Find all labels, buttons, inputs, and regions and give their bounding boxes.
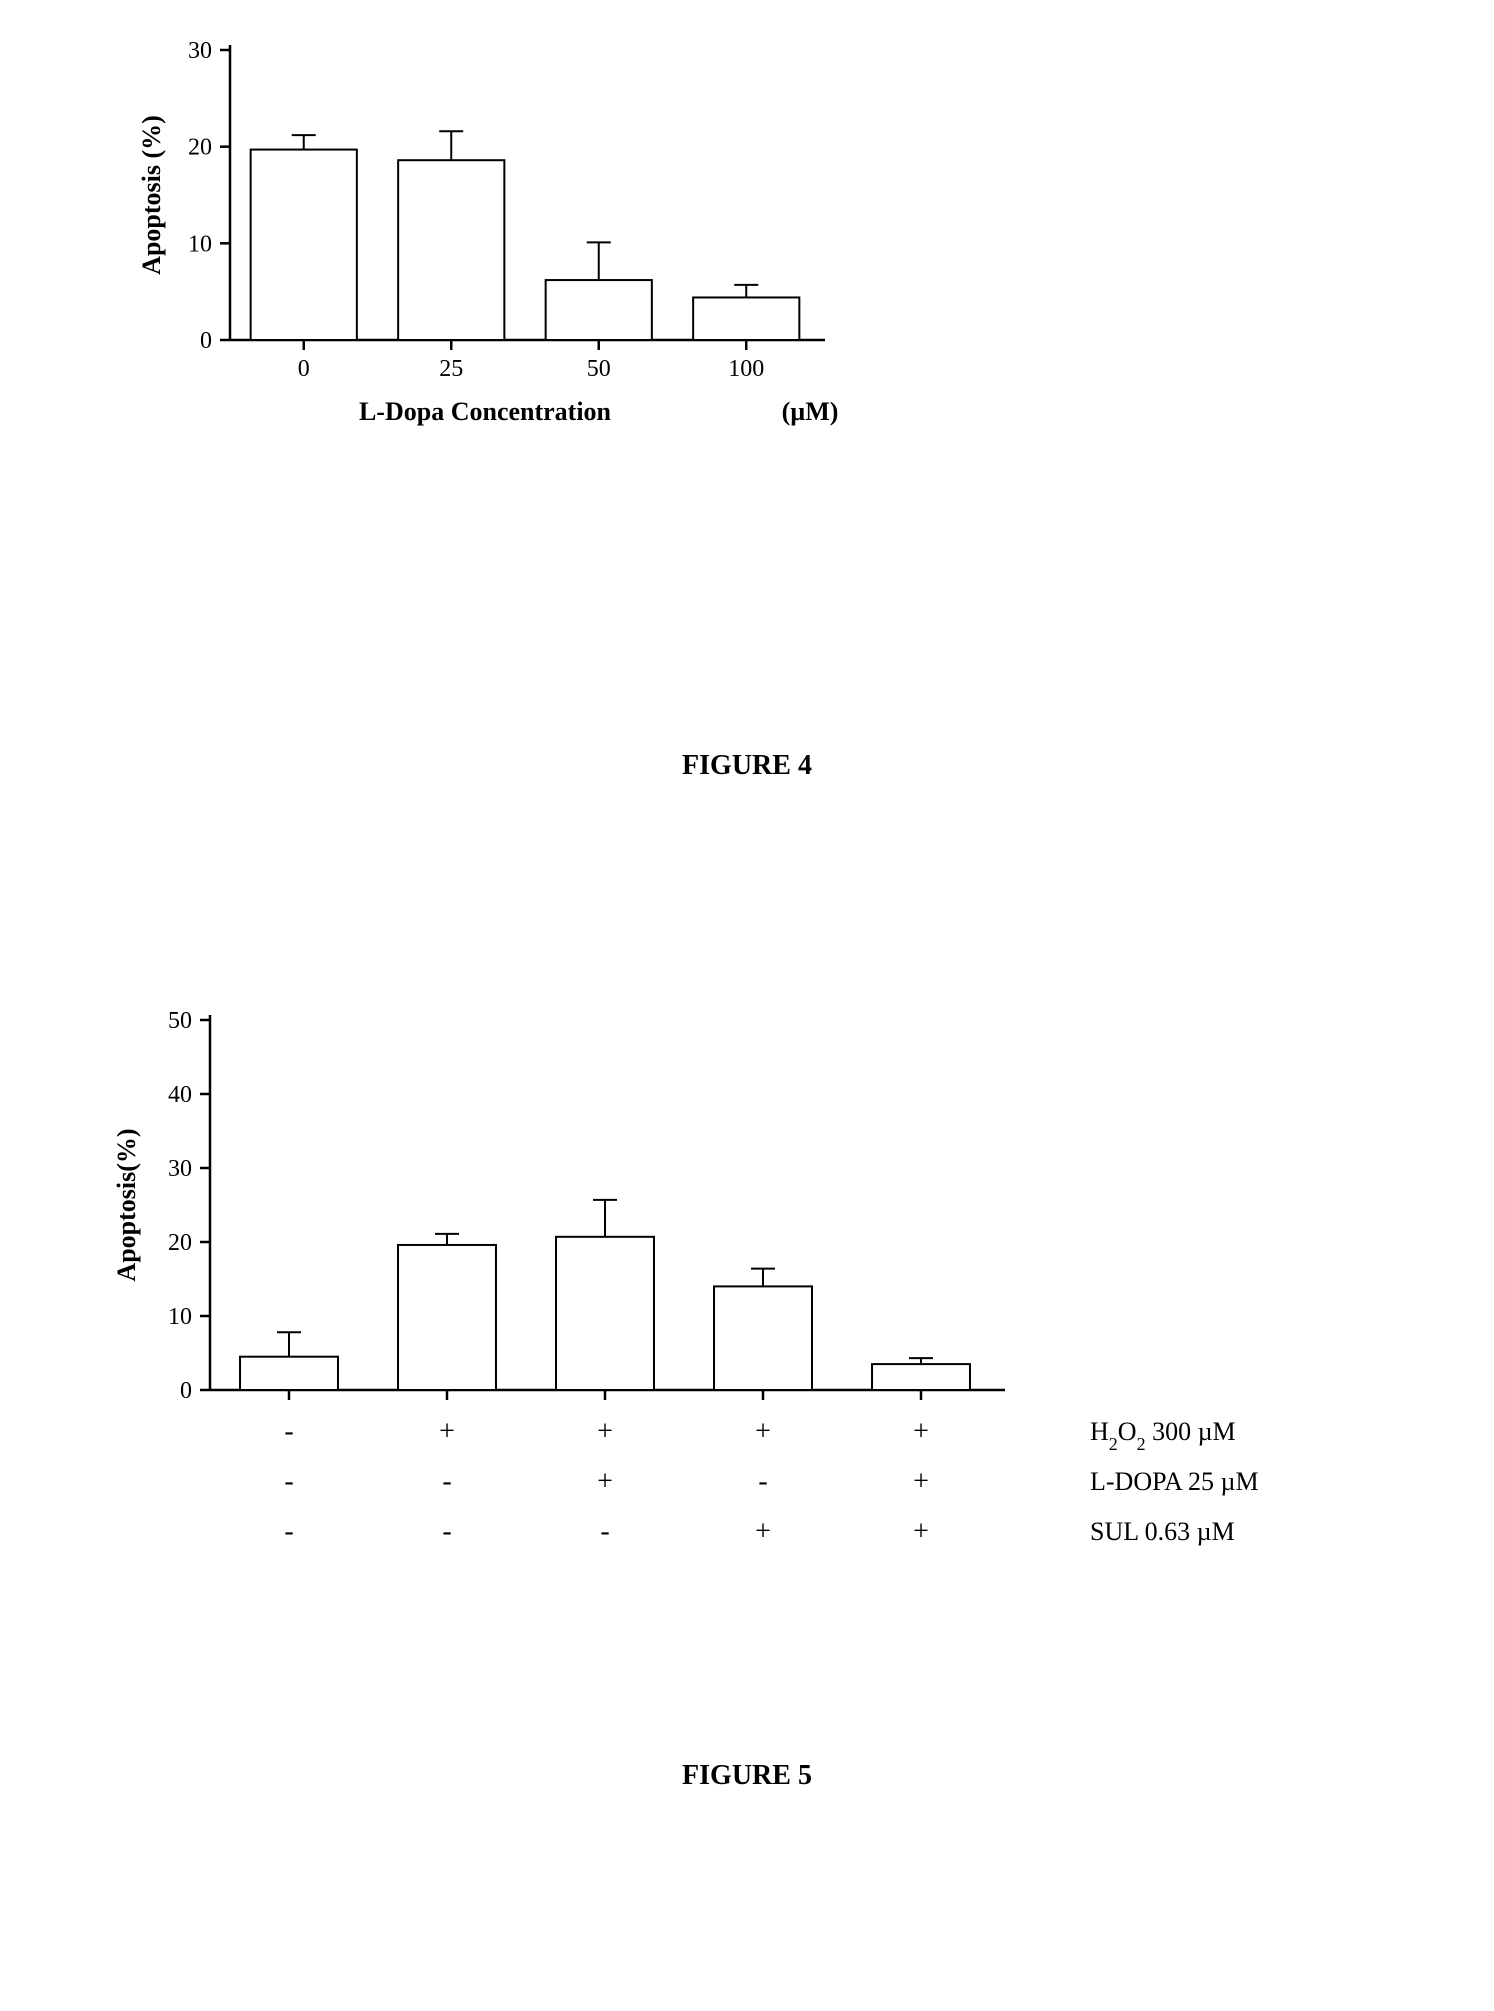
svg-text:100: 100 — [728, 356, 764, 382]
svg-text:Apoptosis (%): Apoptosis (%) — [137, 115, 166, 275]
svg-text:-: - — [442, 1466, 451, 1497]
svg-text:+: + — [755, 1516, 771, 1547]
figure5-chart: 0 10 20 30 40 50 Apoptosis(%) - - - + - - + + - + - + + + + H2… — [90, 990, 1390, 1610]
figure4-caption: FIGURE 4 — [0, 750, 1494, 782]
svg-text:Apoptosis(%): Apoptosis(%) — [112, 1128, 141, 1281]
svg-text:+: + — [439, 1416, 455, 1447]
figure4-container: 0 10 20 30 Apoptosis (%) 0 25 50 100 L-Dopa Conce… — [120, 20, 1000, 440]
svg-text:10: 10 — [168, 1304, 192, 1330]
svg-text:0: 0 — [298, 356, 310, 382]
page: 0102030Apoptosis (%)02550100L-Dopa Conce… — [0, 0, 1494, 2011]
svg-text:SUL 0.63 µM: SUL 0.63 µM — [1090, 1517, 1235, 1546]
svg-text:+: + — [913, 1466, 929, 1497]
svg-text:-: - — [284, 1416, 293, 1447]
figure4-chart: 0 10 20 30 Apoptosis (%) 0 25 50 100 L-Dopa Conce… — [120, 20, 880, 440]
svg-text:-: - — [284, 1466, 293, 1497]
svg-text:25: 25 — [439, 356, 463, 382]
svg-text:+: + — [755, 1416, 771, 1447]
svg-text:50: 50 — [168, 1008, 192, 1034]
svg-text:-: - — [284, 1516, 293, 1547]
svg-text:L-DOPA 25 µM: L-DOPA 25 µM — [1090, 1467, 1259, 1496]
svg-text:-: - — [600, 1516, 609, 1547]
svg-text:H2O2 300 µM: H2O2 300 µM — [1090, 1417, 1236, 1454]
svg-text:-: - — [758, 1466, 767, 1497]
svg-text:20: 20 — [168, 1230, 192, 1256]
svg-text:50: 50 — [587, 356, 611, 382]
svg-text:L-Dopa Concentration: L-Dopa Concentration — [359, 397, 612, 426]
svg-text:30: 30 — [168, 1156, 192, 1182]
svg-text:20: 20 — [188, 135, 212, 161]
svg-text:+: + — [913, 1516, 929, 1547]
figure5-caption: FIGURE 5 — [0, 1760, 1494, 1792]
svg-text:0: 0 — [180, 1378, 192, 1404]
svg-text:40: 40 — [168, 1082, 192, 1108]
svg-text:+: + — [597, 1416, 613, 1447]
svg-text:+: + — [597, 1466, 613, 1497]
svg-text:+: + — [913, 1416, 929, 1447]
svg-text:10: 10 — [188, 231, 212, 257]
svg-text:-: - — [442, 1516, 451, 1547]
svg-text:0: 0 — [200, 328, 212, 354]
svg-text:(µM): (µM) — [782, 397, 839, 426]
figure5-container: 0 10 20 30 40 50 Apoptosis(%) - - - + - - + + - + - + + + + H2… — [90, 990, 1390, 1610]
svg-text:30: 30 — [188, 38, 212, 64]
